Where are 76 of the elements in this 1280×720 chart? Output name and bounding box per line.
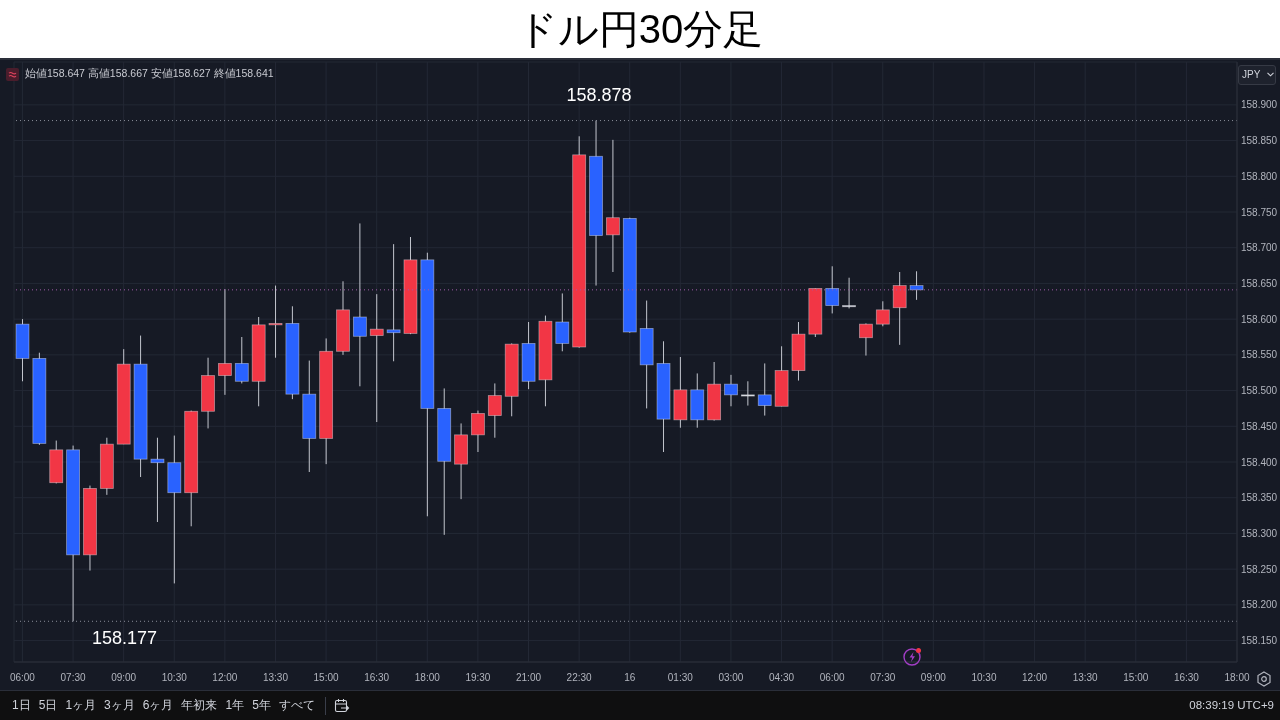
text: すべて [278,697,315,714]
text: 3ヶ月 [104,697,135,714]
y-tick-label: 158.850 [1241,135,1278,147]
x-tick-label: 06:00 [819,672,846,684]
text: 5年 [252,697,271,714]
candlestick [369,293,384,423]
x-tick-label: 22:30 [566,672,593,684]
x-tick-label: 18:00 [1224,672,1250,684]
text: 1年 [225,697,245,714]
x-tick-label: 16:30 [1173,672,1200,684]
x-tick-label: 13:30 [1072,672,1099,684]
x-tick-label: 09:00 [920,672,947,684]
y-tick-label: 158.800 [1241,170,1278,182]
text: 5日 [38,697,58,714]
x-tick-label: 10:30 [161,672,188,684]
y-tick-label: 158.450 [1241,420,1278,432]
x-tick-label: 18:00 [414,672,441,684]
x-tick-label: 21:00 [515,672,542,684]
x-tick-label: 03:00 [718,672,744,684]
y-tick-label: 158.250 [1241,563,1278,575]
candlestick [268,285,283,359]
x-tick-label: 04:30 [769,672,795,684]
x-tick-label: 01:30 [667,672,694,684]
candlestick [875,300,890,327]
candlestick [724,374,738,407]
annotation: 158.177 [92,628,158,649]
x-tick-label: 12:00 [1022,672,1048,684]
x-tick-label: 12:00 [212,672,238,684]
x-tick-label: 13:30 [262,672,289,684]
candlestick [757,362,772,417]
x-tick-label: 09:00 [111,672,137,684]
text: 6ヶ月 [142,697,174,714]
text: 年初来 [181,697,218,714]
candlestick [740,380,755,407]
y-tick-label: 158.150 [1241,635,1278,647]
x-tick-label: 15:00 [313,672,340,684]
x-tick-label: 07:30 [60,672,86,684]
y-tick-label: 158.300 [1241,527,1278,539]
x-tick-label: 19:30 [465,672,491,684]
candlestick [150,437,165,523]
y-tick-label: 158.600 [1241,313,1278,325]
candlestick [234,336,249,384]
candlestick [471,410,485,453]
x-tick-label: 16 [624,672,636,684]
candlestick [606,139,620,273]
x-tick-label: 16:30 [364,672,390,684]
y-tick-label: 158.400 [1241,456,1278,468]
candlestick [386,243,401,362]
candlestick [859,322,873,357]
candlestick [892,271,907,346]
x-tick-label: 15:00 [1123,672,1149,684]
y-tick-label: 158.750 [1241,206,1278,218]
candlestick [352,222,367,387]
y-tick-label: 158.700 [1241,242,1278,254]
candlestick [487,382,502,439]
text: 1ヶ月 [65,697,97,714]
y-tick-label: 158.350 [1241,492,1278,504]
candlestick [555,292,570,352]
candlestick [218,288,232,396]
x-tick-label: 06:00 [9,672,36,684]
chart-title: ドル円30分足 [516,6,764,53]
y-tick-label: 158.650 [1241,277,1278,289]
y-tick-label: 158.200 [1241,599,1278,611]
candlestick [909,270,924,301]
candlestick [842,277,856,309]
y-tick-label: 158.900 [1241,99,1278,111]
candlestick [825,265,840,314]
x-tick-label: 07:30 [870,672,896,684]
x-tick-label: 10:30 [971,672,997,684]
annotation: 158.878 [566,84,632,105]
annotation: 始値158.647 高値158.667 安値158.627 終値158.641 [25,67,274,81]
text: 1日 [12,697,31,714]
text: 08:39:19 UTC+9 [1189,699,1274,711]
y-axis-title: JPY [1242,69,1261,81]
y-tick-label: 158.550 [1241,349,1278,361]
y-tick-label: 158.500 [1241,385,1278,397]
